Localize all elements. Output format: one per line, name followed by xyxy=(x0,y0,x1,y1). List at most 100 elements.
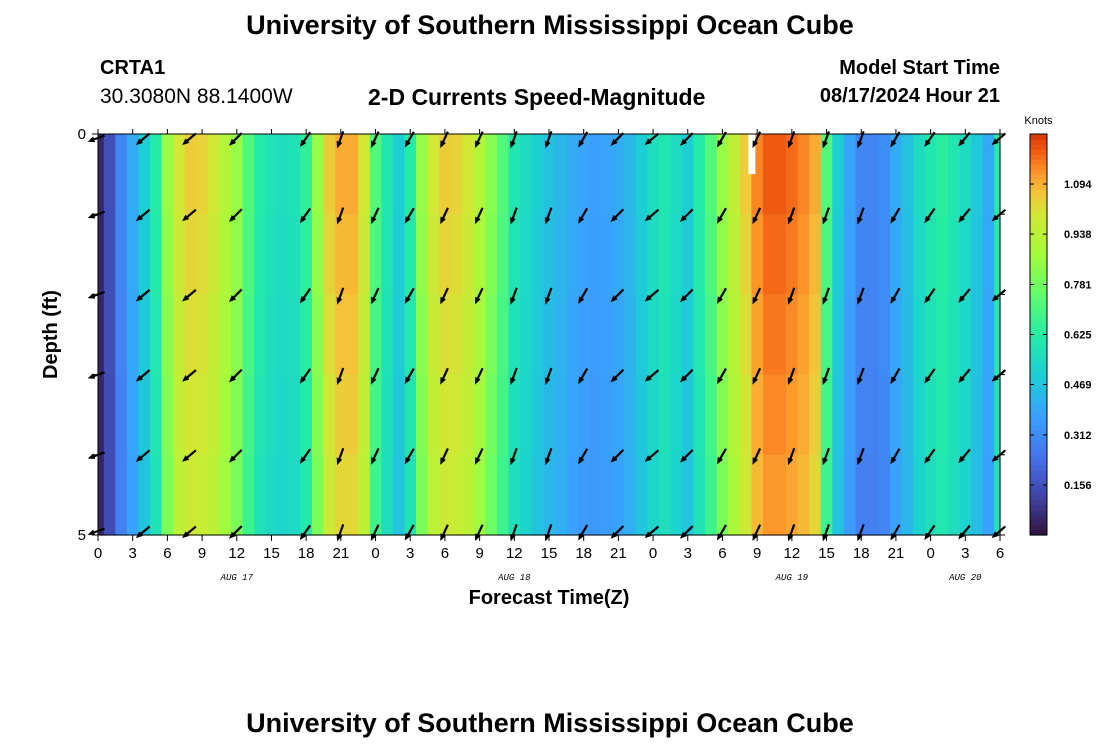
heat-cell xyxy=(485,214,498,295)
colorbar-swatch xyxy=(1030,154,1047,160)
heat-cell xyxy=(589,454,602,536)
x-tick-label: 21 xyxy=(333,545,350,562)
model-start-value: 08/17/2024 Hour 21 xyxy=(819,85,1000,107)
heat-cell xyxy=(577,454,591,536)
heat-cell xyxy=(681,294,695,376)
heat-cell xyxy=(867,454,880,536)
heat-cell xyxy=(566,454,579,536)
heat-cell xyxy=(462,294,475,376)
heat-cell xyxy=(809,214,822,295)
current-vector-arrow xyxy=(228,288,243,303)
heat-cell xyxy=(728,134,741,215)
colorbar-swatch xyxy=(1030,379,1047,386)
y-tick-label: 0 xyxy=(78,126,86,143)
colorbar-swatch xyxy=(1030,144,1047,150)
heat-cell xyxy=(855,134,868,215)
heat-cell xyxy=(670,454,683,536)
heat-cell xyxy=(439,374,452,456)
heat-cell xyxy=(184,374,197,456)
heat-cell xyxy=(959,214,972,295)
colorbar-swatch xyxy=(1030,224,1047,230)
heat-cell xyxy=(300,134,313,215)
heat-cell xyxy=(242,214,255,295)
heat-cell xyxy=(254,454,267,536)
heat-cell xyxy=(982,214,995,295)
heat-cell xyxy=(404,134,417,215)
heat-cell xyxy=(693,374,706,456)
heat-cell xyxy=(959,294,972,376)
current-vector-arrow xyxy=(787,207,796,225)
heat-cell xyxy=(577,134,591,215)
heat-cell xyxy=(959,374,972,456)
heat-cell xyxy=(392,134,406,215)
date-label: AUG 19 xyxy=(775,573,809,583)
heat-cell xyxy=(392,374,406,456)
heat-cell xyxy=(612,134,625,215)
current-vector-arrow xyxy=(336,207,345,225)
colorbar-tick-label: 1.094 xyxy=(1064,179,1092,191)
current-vector-arrow xyxy=(404,367,415,385)
heat-cell xyxy=(184,214,197,295)
heat-cell xyxy=(774,134,787,215)
heat-cell xyxy=(173,214,186,295)
heat-cell xyxy=(115,374,128,456)
heat-cell xyxy=(843,134,857,215)
x-tick-label: 3 xyxy=(961,545,969,562)
heat-cell xyxy=(427,454,440,536)
colorbar-swatch xyxy=(1030,374,1047,381)
heat-cell xyxy=(959,454,972,536)
current-vector-arrow xyxy=(474,207,484,225)
heat-cell xyxy=(358,134,371,215)
heat-cell xyxy=(230,294,244,376)
heat-cell xyxy=(98,134,105,215)
heat-cell xyxy=(161,134,174,215)
current-vector-arrow xyxy=(787,287,796,305)
heat-cell xyxy=(207,214,221,295)
heat-cell xyxy=(311,454,325,536)
current-vector-arrow xyxy=(958,288,971,303)
heat-cell xyxy=(196,134,209,215)
heat-cell xyxy=(323,214,336,295)
current-vector-arrow xyxy=(958,368,971,384)
heat-cell xyxy=(913,294,926,376)
heat-cell xyxy=(716,294,729,376)
current-vector-arrow xyxy=(644,449,660,462)
heat-cell xyxy=(98,294,105,376)
heat-cell xyxy=(427,294,440,376)
colorbar-swatch xyxy=(1030,394,1047,401)
speed-heatmap xyxy=(98,134,1001,536)
heat-cell xyxy=(381,454,394,536)
colorbar-swatch xyxy=(1030,464,1047,471)
current-vector-arrow xyxy=(182,208,197,222)
colorbar-swatch xyxy=(1030,284,1047,290)
heat-cell xyxy=(323,134,336,215)
heat-cell xyxy=(994,294,1001,376)
heat-cell xyxy=(566,294,579,376)
heat-cell xyxy=(335,134,348,215)
current-vector-arrow xyxy=(510,287,518,305)
heat-cell xyxy=(184,454,197,536)
heat-cell xyxy=(335,214,348,295)
heat-cell xyxy=(265,214,278,295)
heat-cell xyxy=(311,294,325,376)
heat-cell xyxy=(543,454,556,536)
colorbar-swatch xyxy=(1030,504,1047,511)
heat-cell xyxy=(381,294,394,376)
heat-cell xyxy=(138,134,151,215)
x-axis-label: Forecast Time(Z) xyxy=(469,587,630,609)
heat-cell xyxy=(809,134,822,215)
colorbar-swatch xyxy=(1030,264,1047,270)
y-tick-label: 5 xyxy=(78,527,86,544)
current-vector-arrow xyxy=(135,208,151,222)
heat-cell xyxy=(450,214,463,295)
colorbar-swatch xyxy=(1030,364,1047,371)
heat-cell xyxy=(219,294,232,376)
heat-cell xyxy=(126,454,140,536)
heat-cell xyxy=(901,454,914,536)
colorbar-swatch xyxy=(1030,404,1047,411)
heat-cell xyxy=(381,134,394,215)
current-vector-arrow xyxy=(679,525,694,539)
colorbar-tick-label: 0.469 xyxy=(1064,380,1092,392)
heat-cell xyxy=(589,294,602,376)
colorbar-swatch xyxy=(1030,194,1047,200)
